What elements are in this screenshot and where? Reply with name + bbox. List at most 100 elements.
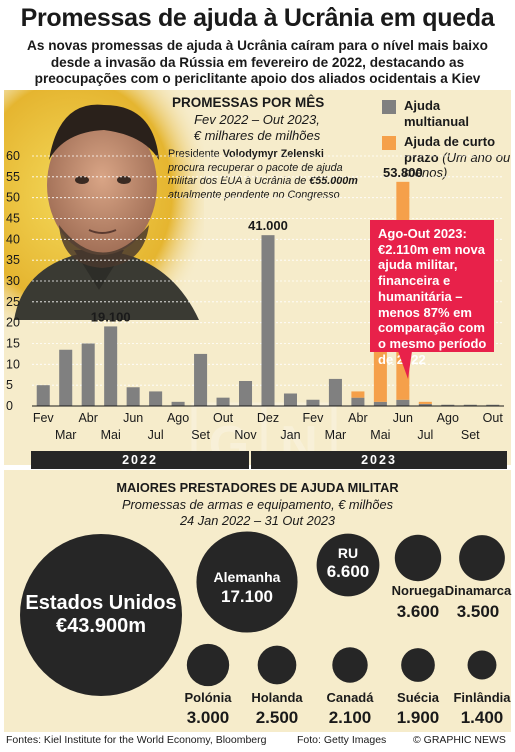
donor-value: 2.500 xyxy=(256,708,299,727)
donor-label: Polónia xyxy=(185,690,233,705)
note-name: Volodymyr Zelenski xyxy=(222,148,324,160)
x-tick-label: Fev xyxy=(303,411,325,425)
note-text: procura recuperar o pacote de ajuda mili… xyxy=(168,161,343,188)
bar-multiannual xyxy=(171,401,185,406)
chart-subtitle: Fev 2022 – Out 2023, € milhares de milhõ… xyxy=(172,112,342,144)
bar-short-term xyxy=(351,391,365,398)
y-tick-label: 15 xyxy=(6,337,20,351)
donors-title: MAIORES PRESTADORES DE AJUDA MILITAR xyxy=(116,480,399,495)
donor-bubble xyxy=(459,535,505,581)
bar-multiannual xyxy=(351,397,365,406)
donor-label: Estados Unidos xyxy=(25,592,176,614)
x-tick-label: Out xyxy=(483,411,504,425)
y-tick-label: 45 xyxy=(6,212,20,226)
x-tick-label: Nov xyxy=(234,428,257,442)
x-tick-label: Set xyxy=(461,428,480,442)
x-tick-label: Dez xyxy=(257,411,279,425)
y-tick-label: 0 xyxy=(6,399,13,413)
sources-credit: Fontes: Kiel Institute for the World Eco… xyxy=(6,734,267,746)
x-tick-label: Mai xyxy=(101,428,121,442)
x-tick-label: Ago xyxy=(437,411,459,425)
donor-bubble xyxy=(316,533,380,597)
bar-multiannual xyxy=(396,399,410,406)
bar-multiannual xyxy=(126,387,140,406)
chart-title: PROMESSAS POR MÊS xyxy=(172,95,325,110)
graphic-news-credit: © GRAPHIC NEWS xyxy=(413,734,506,746)
monthly-pledges-chart: 0 5 10 15 20 25 30 35 40 45 50 55 60 19.100 41.000 53.8… xyxy=(6,149,504,442)
bar-multiannual xyxy=(486,404,500,406)
bar-multiannual xyxy=(306,399,320,406)
year-bar-2023: 2023 xyxy=(251,451,507,469)
donor-bubble xyxy=(467,650,497,680)
donor-value: 3.000 xyxy=(187,708,230,727)
donors-bubble-chart: Estados Unidos€43.900m Alemanha 17.100 RU6.… xyxy=(20,531,512,727)
bar-short-term xyxy=(373,339,387,402)
donor-bubble xyxy=(196,531,298,633)
bar-multiannual xyxy=(373,401,387,406)
legend-swatch xyxy=(382,136,396,150)
bar-short-term xyxy=(418,401,432,404)
bar-value-label: 41.000 xyxy=(248,218,288,233)
donor-bubble xyxy=(186,643,230,687)
x-tick-label: Jun xyxy=(393,411,413,425)
donors-subtitle-line: Promessas de armas e equipamento, € milh… xyxy=(121,497,393,512)
y-tick-label: 25 xyxy=(6,295,20,309)
page-subtitle: As novas promessas de ajuda à Ucrânia ca… xyxy=(6,38,509,88)
legend-label-text: Ajuda de curto prazo xyxy=(404,134,496,165)
legend-swatch xyxy=(382,100,396,114)
subtitle-line: As novas promessas de ajuda à Ucrânia ca… xyxy=(27,38,488,53)
x-tick-label: Out xyxy=(213,411,234,425)
y-tick-label: 55 xyxy=(6,170,20,184)
donor-value: 1.900 xyxy=(397,708,440,727)
donor-value: 17.100 xyxy=(221,587,273,606)
bar-multiannual xyxy=(216,397,230,406)
x-tick-label: Jul xyxy=(417,428,433,442)
x-tick-label: Jun xyxy=(123,411,143,425)
bar-multiannual xyxy=(261,235,275,406)
legend-label-extra: (Um ano ou menos) xyxy=(404,149,511,181)
bar-multiannual xyxy=(36,385,50,406)
legend-short-term: Ajuda de curto prazo (Um ano ou menos) xyxy=(382,134,512,186)
bar-multiannual xyxy=(104,326,118,406)
donor-value: €43.900m xyxy=(56,615,146,637)
bar-value-label: 19.100 xyxy=(91,309,131,324)
legend-label: Ajuda de curto prazo (Um ano ou menos) xyxy=(404,134,512,181)
bar-multiannual xyxy=(239,381,253,406)
photo-credit: Foto: Getty Images xyxy=(297,734,387,746)
y-tick-label: 40 xyxy=(6,232,20,246)
x-tick-label: Jan xyxy=(280,428,300,442)
donor-value: 1.400 xyxy=(461,708,504,727)
donor-label: Finlândia xyxy=(453,690,511,705)
bar-multiannual xyxy=(463,404,477,406)
note-amount: €55.000m xyxy=(309,175,358,187)
x-tick-label: Jul xyxy=(148,428,164,442)
donor-bubble xyxy=(401,648,435,682)
legend-multiannual: Ajuda multianual xyxy=(382,98,502,132)
bar-multiannual xyxy=(418,403,432,406)
x-tick-label: Mar xyxy=(325,428,347,442)
page-title: Promessas de ajuda à Ucrânia em queda xyxy=(20,4,495,32)
bar-multiannual xyxy=(328,378,342,406)
bar-multiannual xyxy=(59,349,73,406)
y-tick-label: 60 xyxy=(6,149,20,163)
x-tick-label: Abr xyxy=(78,411,97,425)
donor-label: Alemanha xyxy=(214,569,281,585)
bar-multiannual xyxy=(441,404,455,406)
donor-label: Canadá xyxy=(327,690,375,705)
donor-label: Noruega xyxy=(392,583,446,598)
bar-multiannual xyxy=(81,343,95,406)
y-tick-label: 35 xyxy=(6,253,20,267)
donor-label: Holanda xyxy=(251,690,303,705)
donors-subtitle: Promessas de armas e equipamento, € milh… xyxy=(0,497,515,529)
y-tick-label: 50 xyxy=(6,191,20,205)
zelensky-photo xyxy=(4,90,204,320)
donor-value: 3.500 xyxy=(457,602,500,621)
legend-label: Ajuda multianual xyxy=(404,98,470,129)
x-tick-label: Set xyxy=(191,428,210,442)
donor-label: RU xyxy=(338,545,358,561)
donor-bubble xyxy=(20,534,182,696)
donor-value: 6.600 xyxy=(327,562,370,581)
x-tick-label: Ago xyxy=(167,411,189,425)
bar-multiannual xyxy=(149,391,163,406)
x-tick-label: Fev xyxy=(33,411,55,425)
